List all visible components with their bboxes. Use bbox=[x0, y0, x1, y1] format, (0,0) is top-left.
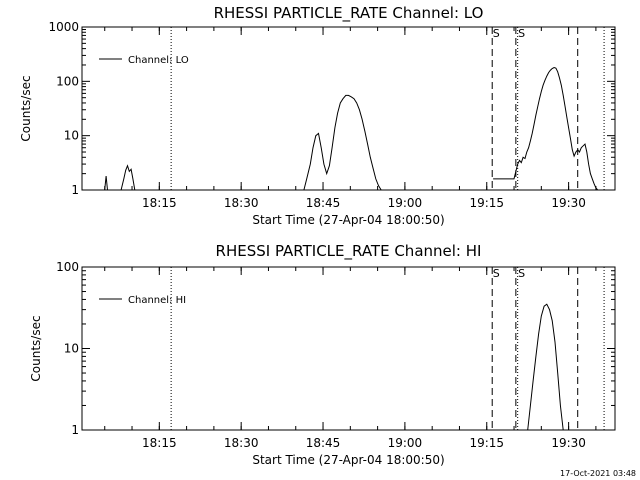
series-line bbox=[493, 66, 599, 191]
x-axis-label: Start Time (27-Apr-04 18:00:50) bbox=[252, 213, 444, 227]
marker-label: S bbox=[493, 27, 500, 40]
x-tick-label: 19:00 bbox=[388, 196, 423, 210]
x-tick-label: 18:30 bbox=[224, 196, 259, 210]
y-tick-label: 10 bbox=[64, 129, 79, 143]
plot-frame bbox=[81, 266, 616, 431]
x-tick-label: 18:45 bbox=[306, 196, 341, 210]
chart-title: RHESSI PARTICLE_RATE Channel: LO bbox=[214, 4, 484, 23]
chart-panel-2: RHESSI PARTICLE_RATE Channel: HI Start Ti… bbox=[29, 242, 616, 467]
marker-label: S bbox=[518, 27, 525, 40]
y-tick-label: 1000 bbox=[48, 20, 79, 34]
series-line bbox=[120, 164, 136, 191]
y-tick-label: 1 bbox=[71, 423, 79, 437]
x-tick-label: 18:15 bbox=[142, 196, 177, 210]
x-tick-label: 18:45 bbox=[306, 436, 341, 450]
marker-label: S bbox=[493, 267, 500, 280]
marker-label: S bbox=[518, 267, 525, 280]
x-tick-label: 19:15 bbox=[469, 196, 504, 210]
y-tick-label: 10 bbox=[64, 342, 79, 356]
series-line bbox=[303, 94, 382, 191]
y-axis-label: Counts/sec bbox=[19, 75, 33, 141]
series-line bbox=[104, 176, 108, 191]
x-tick-label: 19:30 bbox=[551, 196, 586, 210]
plot-frame bbox=[81, 26, 616, 191]
chart-panel-1: RHESSI PARTICLE_RATE Channel: LO Start Ti… bbox=[19, 4, 616, 227]
y-tick-label: 100 bbox=[56, 260, 79, 274]
x-tick-label: 19:00 bbox=[388, 436, 423, 450]
x-tick-label: 19:15 bbox=[469, 436, 504, 450]
legend-label: Channel: LO bbox=[128, 55, 189, 66]
x-tick-label: 18:30 bbox=[224, 436, 259, 450]
y-axis-label: Counts/sec bbox=[29, 315, 43, 381]
series-line bbox=[527, 303, 564, 431]
x-axis-label: Start Time (27-Apr-04 18:00:50) bbox=[252, 453, 444, 467]
footer-timestamp: 17-Oct-2021 03:48 bbox=[560, 469, 636, 478]
legend-label: Channel: HI bbox=[128, 295, 186, 306]
y-tick-label: 100 bbox=[56, 74, 79, 88]
y-tick-label: 1 bbox=[71, 183, 79, 197]
x-tick-label: 19:30 bbox=[551, 436, 586, 450]
chart-title: RHESSI PARTICLE_RATE Channel: HI bbox=[216, 242, 482, 261]
x-tick-label: 18:15 bbox=[142, 436, 177, 450]
